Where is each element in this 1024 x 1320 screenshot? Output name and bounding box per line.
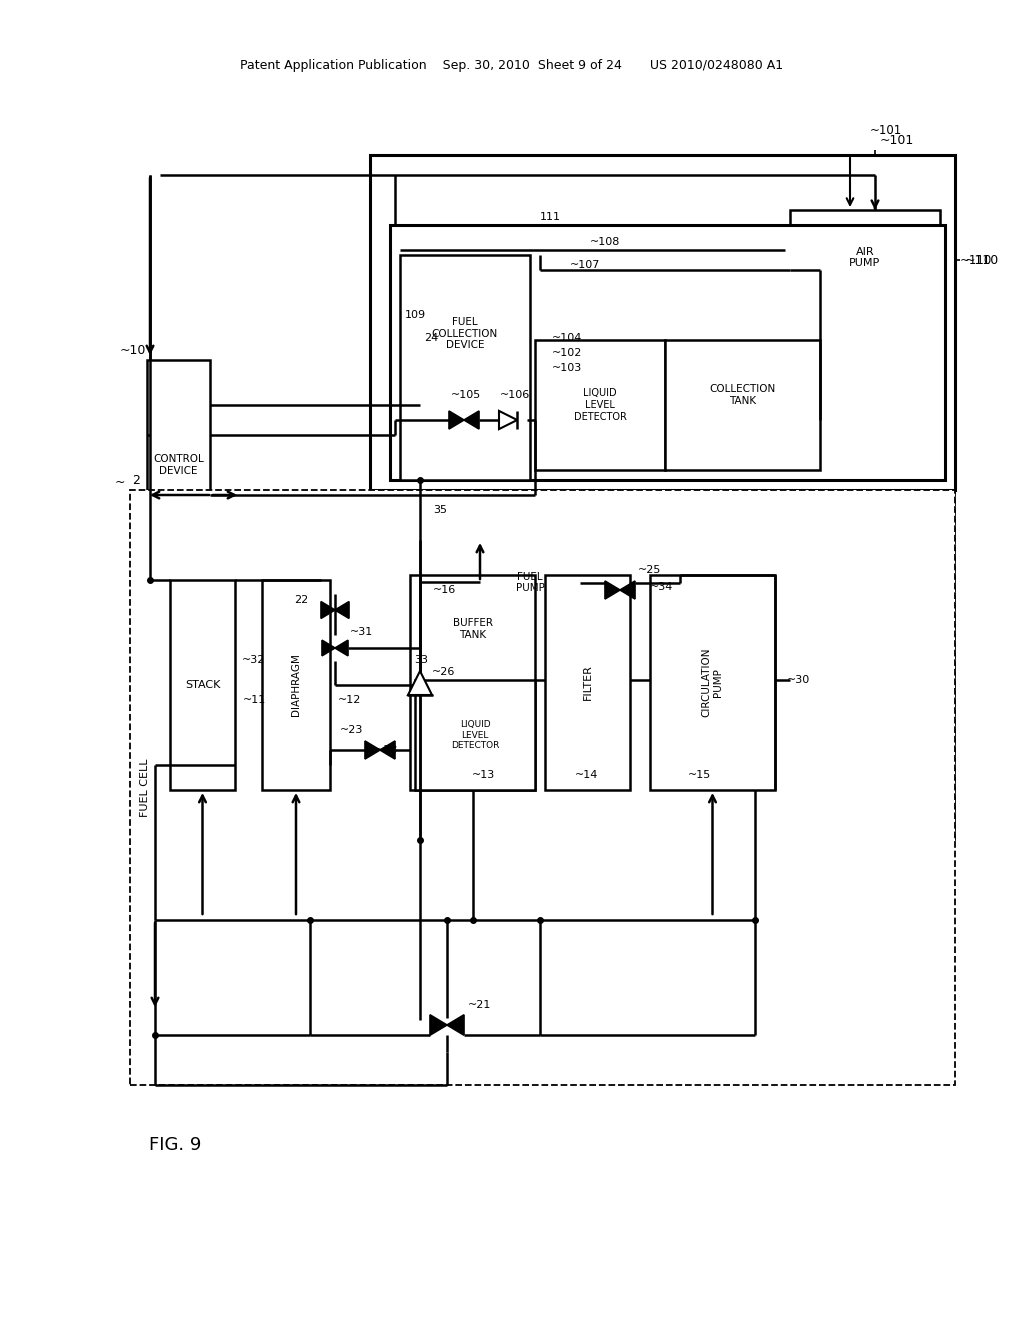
Polygon shape xyxy=(430,1015,447,1035)
Text: ~105: ~105 xyxy=(451,389,481,400)
Text: ~108: ~108 xyxy=(590,238,621,247)
Text: FILTER: FILTER xyxy=(583,664,593,701)
Text: CIRCULATION
PUMP: CIRCULATION PUMP xyxy=(701,648,723,717)
Text: ~102: ~102 xyxy=(552,348,583,358)
Text: STACK: STACK xyxy=(184,680,220,690)
Text: 24: 24 xyxy=(424,333,438,343)
Text: FIG. 9: FIG. 9 xyxy=(148,1137,201,1154)
Bar xyxy=(410,576,535,789)
Bar xyxy=(545,576,630,789)
Polygon shape xyxy=(335,640,348,656)
Text: 109: 109 xyxy=(404,310,426,319)
Text: 33: 33 xyxy=(414,655,428,665)
Polygon shape xyxy=(464,411,479,429)
Text: ~16: ~16 xyxy=(433,585,457,595)
Text: ~101: ~101 xyxy=(870,124,902,136)
Text: AIR
PUMP: AIR PUMP xyxy=(849,247,881,268)
Text: 35: 35 xyxy=(433,506,447,515)
Text: ~15: ~15 xyxy=(688,770,712,780)
Bar xyxy=(370,490,955,840)
Text: ~26: ~26 xyxy=(432,667,456,677)
Text: LIQUID
LEVEL
DETECTOR: LIQUID LEVEL DETECTOR xyxy=(451,721,499,750)
Text: Patent Application Publication    Sep. 30, 2010  Sheet 9 of 24       US 2010/024: Patent Application Publication Sep. 30, … xyxy=(241,58,783,71)
Bar xyxy=(415,680,535,789)
Text: ~31: ~31 xyxy=(350,627,374,638)
Bar xyxy=(790,210,940,305)
Text: 111: 111 xyxy=(540,213,561,222)
Polygon shape xyxy=(321,602,335,618)
Polygon shape xyxy=(322,640,335,656)
Bar xyxy=(650,576,775,789)
Bar xyxy=(665,341,820,470)
Polygon shape xyxy=(449,411,464,429)
Text: FUEL
COLLECTION
DEVICE: FUEL COLLECTION DEVICE xyxy=(432,317,498,350)
Text: ~107: ~107 xyxy=(570,260,600,271)
Text: ~10: ~10 xyxy=(120,343,146,356)
Text: ~32: ~32 xyxy=(242,655,265,665)
Text: ~104: ~104 xyxy=(552,333,583,343)
Text: ~13: ~13 xyxy=(472,770,496,780)
Polygon shape xyxy=(447,1015,464,1035)
Text: BUFFER
TANK: BUFFER TANK xyxy=(453,618,493,640)
Text: ~14: ~14 xyxy=(575,770,598,780)
Text: ~11: ~11 xyxy=(243,696,266,705)
Text: ~12: ~12 xyxy=(338,696,361,705)
Text: DIAPHRAGM: DIAPHRAGM xyxy=(291,653,301,717)
Polygon shape xyxy=(499,411,517,429)
Text: CONTROL
DEVICE: CONTROL DEVICE xyxy=(154,454,204,475)
Text: ~25: ~25 xyxy=(638,565,662,576)
Polygon shape xyxy=(620,581,635,599)
Text: ~110: ~110 xyxy=(965,253,999,267)
Bar xyxy=(480,540,580,624)
Text: 2: 2 xyxy=(132,474,140,487)
Text: 22: 22 xyxy=(294,595,308,605)
Polygon shape xyxy=(335,602,349,618)
Text: ~: ~ xyxy=(115,475,125,488)
Bar xyxy=(535,341,665,470)
Bar xyxy=(262,579,330,789)
Bar xyxy=(130,490,955,1085)
Bar xyxy=(170,579,234,789)
Text: FUEL CELL: FUEL CELL xyxy=(140,758,150,817)
Bar xyxy=(390,224,945,480)
Text: ~30: ~30 xyxy=(787,675,810,685)
Text: ~18: ~18 xyxy=(375,744,398,755)
Text: ~110: ~110 xyxy=(961,253,992,267)
Text: LIQUID
LEVEL
DETECTOR: LIQUID LEVEL DETECTOR xyxy=(573,388,627,421)
Text: FUEL
PUMP: FUEL PUMP xyxy=(515,572,545,593)
Polygon shape xyxy=(605,581,620,599)
Bar xyxy=(400,255,530,480)
Polygon shape xyxy=(365,741,380,759)
Text: ~23: ~23 xyxy=(340,725,362,735)
Text: ~21: ~21 xyxy=(468,1001,492,1010)
Text: ~34: ~34 xyxy=(650,582,674,591)
Polygon shape xyxy=(408,671,432,696)
Bar xyxy=(147,360,210,570)
Text: ~101: ~101 xyxy=(880,133,914,147)
Bar xyxy=(370,154,955,490)
Text: ~103: ~103 xyxy=(552,363,583,374)
Text: COLLECTION
TANK: COLLECTION TANK xyxy=(710,384,775,405)
Polygon shape xyxy=(380,741,395,759)
Text: ~106: ~106 xyxy=(500,389,530,400)
